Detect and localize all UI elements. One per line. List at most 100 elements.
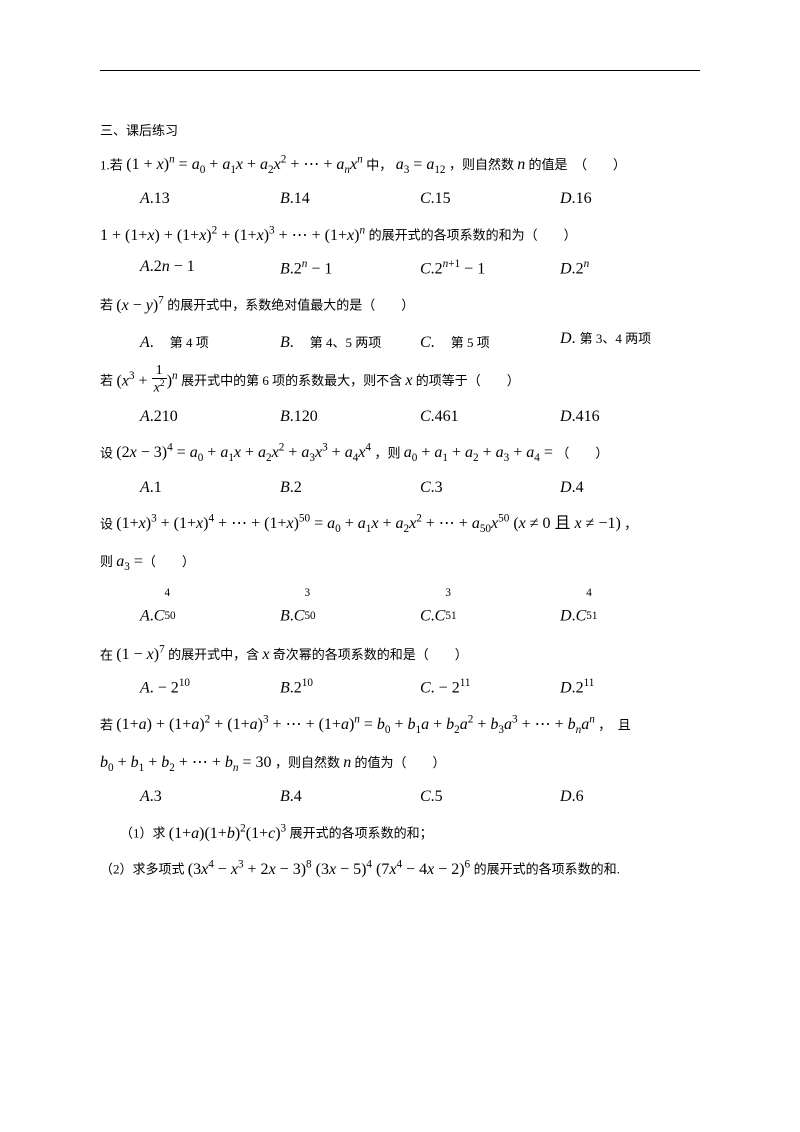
q5-mid: ，则 [375,445,404,460]
q1-opt-c: C.15 [420,190,560,208]
q4-opt-c-text: .461 [431,408,459,425]
q7-options: A. − 210 B.210 C. − 211 D.211 [140,677,700,697]
q7-opt-c: C. − 211 [420,677,560,697]
q4-stem: 若 (x3 + 1x2)n 展开式中的第 6 项的系数最大，则不含 x 的项等于… [100,366,700,398]
q4-opt-d-text: .416 [572,408,600,425]
q3-opt-c-text: 第 5 项 [451,335,490,350]
q9-p2-tail: 的展开式的各项系数的和. [474,862,620,877]
q6-opt-c: C.C351 [420,587,560,628]
q6-c-sub: 51 [445,610,456,622]
q7-opt-a: A. − 210 [140,677,280,697]
q7-expr: (1 − x)7 [116,646,164,663]
q3-expr: (x − y)7 [116,297,164,314]
q3-opt-d: D. 第 3、4 两项 [560,328,700,352]
q8-opt-c: C.5 [420,788,560,806]
q2-opt-d: D.2n [560,258,700,278]
q8-options: A.3 B.4 C.5 D.6 [140,788,700,806]
q8-opt-b: B.4 [280,788,420,806]
q2-tail: 的展开式的各项系数的和为（ ） [369,228,577,243]
q9-p2-expr: (3x4 − x3 + 2x − 3)8 (3x − 5)4 (7x4 − 4x… [188,861,470,878]
q4-tail: 展开式中的第 6 项的系数最大，则不含 x 的项等于（ ） [181,373,520,388]
q6-a-sub: 50 [164,610,175,622]
q4-opt-d: D.416 [560,408,700,426]
q1-opt-a: A.13 [140,190,280,208]
q6-options: A.C450 B.C350 C.C351 D.C451 [140,587,700,628]
q3-options: A. 第 4 项 B. 第 4、5 两项 C. 第 5 项 D. 第 3、4 两… [140,328,700,352]
q7-opt-b: B.210 [280,677,420,697]
q5-expr: (2x − 3)4 = a0 + a1x + a2x2 + a3x3 + a4x… [116,444,371,461]
q6-opt-d: D.C451 [560,587,700,628]
q6-expr: (1+x)3 + (1+x)4 + ⋯ + (1+x)50 = a0 + a1x… [116,515,621,532]
q7-stem: 在 (1 − x)7 的展开式中，含 x 奇次幂的各项系数的和是（ ） [100,642,700,668]
q9-p2-prefix: （2）求多项式 [100,862,188,877]
q3-opt-b-text: 第 4、5 两项 [310,335,382,350]
q4-frac-den: x2 [152,379,167,396]
q1-opt-d: D.16 [560,190,700,208]
q1-cond: a3 = a12 [396,156,446,173]
q8-expr: (1+a) + (1+a)2 + (1+a)3 + ⋯ + (1+a)n = b… [116,716,595,733]
q1-opt-a-text: .13 [150,190,170,207]
q6-a-sup: 4 [164,587,170,599]
q5-opt-b-text: .2 [290,479,302,496]
q1-opt-c-text: .15 [431,190,451,207]
q3-prefix: 若 [100,298,116,313]
q2-opt-a: A.2n − 1 [140,258,280,278]
q1-opt-b-text: .14 [290,190,310,207]
q8-opt-a-text: .3 [150,788,162,805]
q6-a3: a3 = [116,553,143,570]
q4-opt-b-text: .120 [290,408,318,425]
q9-p2: （2）求多项式 (3x4 − x3 + 2x − 3)8 (3x − 5)4 (… [100,856,700,882]
q5-opt-d: D.4 [560,479,700,497]
q7-prefix: 在 [100,647,116,662]
q3-stem: 若 (x − y)7 的展开式中，系数绝对值最大的是（ ） [100,292,700,318]
q1-stem: 1.若 (1 + x)n = a0 + a1x + a2x2 + ⋯ + anx… [100,152,700,180]
q8-line2-r: ，则自然数 n 的值为（ ） [275,755,446,770]
q1-opt-d-text: .16 [572,190,592,207]
q8-stem-2: b0 + b1 + b2 + ⋯ + bn = 30 ，则自然数 n 的值为（ … [100,750,700,778]
q6-b-sub: 50 [304,610,315,622]
q5-opt-b: B.2 [280,479,420,497]
q2-options: A.2n − 1 B.2n − 1 C.2n+1 − 1 D.2n [140,258,700,278]
q5-opt-d-text: .4 [572,479,584,496]
q2-opt-c: C.2n+1 − 1 [420,258,560,278]
q4-prefix: 若 [100,373,113,388]
q2-opt-b: B.2n − 1 [280,258,420,278]
q5-stem: 设 (2x − 3)4 = a0 + a1x + a2x2 + a3x3 + a… [100,440,700,468]
q6-b-sup: 3 [304,587,310,599]
q1-expr: (1 + x)n = a0 + a1x + a2x2 + ⋯ + anxn [126,156,362,173]
q2-expr: 1 + (1+x) + (1+x)2 + (1+x)3 + ⋯ + (1+x)n [100,227,365,244]
q1-tail: ，则自然数 n 的值是 （ ） [449,157,626,172]
q3-opt-d-text: 第 3、4 两项 [580,331,652,346]
q8-prefix: 若 [100,717,116,732]
q5-opt-a-text: .1 [150,479,162,496]
section-title: 三、课后练习 [100,121,700,142]
q3-opt-a: A. 第 4 项 [140,328,280,352]
q1-opt-b: B.14 [280,190,420,208]
q5-options: A.1 B.2 C.3 D.4 [140,479,700,497]
q7-opt-d: D.211 [560,677,700,697]
q5-tail: （ ） [556,445,608,460]
q4-opt-b: B.120 [280,408,420,426]
horizontal-rule [100,70,700,71]
q3-opt-b: B. 第 4、5 两项 [280,328,420,352]
q4-options: A.210 B.120 C.461 D.416 [140,408,700,426]
q6-stem-1: 设 (1+x)3 + (1+x)4 + ⋯ + (1+x)50 = a0 + a… [100,511,700,539]
q4-expr: (x3 + 1x2)n [117,366,178,398]
q5-sum: a0 + a1 + a2 + a3 + a4 = [404,444,553,461]
q8-opt-d-text: .6 [572,788,584,805]
q8-opt-c-text: .5 [431,788,443,805]
q9-p1-prefix: （1）求 [120,826,169,841]
q6-d-sub: 51 [586,610,597,622]
q6-stem-2: 则 a3 =（ ） [100,549,700,577]
q8-line2: b0 + b1 + b2 + ⋯ + bn = 30 [100,754,272,771]
q3-tail: 的展开式中，系数绝对值最大的是（ ） [167,298,414,313]
q5-opt-a: A.1 [140,479,280,497]
q8-opt-a: A.3 [140,788,280,806]
q4-opt-c: C.461 [420,408,560,426]
q6-d-sup: 4 [586,587,592,599]
q9-p1-tail: 展开式的各项系数的和； [290,826,433,841]
q4-opt-a: A.210 [140,408,280,426]
q8-opt-d: D.6 [560,788,700,806]
q1-prefix: 1.若 [100,157,123,172]
q5-opt-c: C.3 [420,479,560,497]
